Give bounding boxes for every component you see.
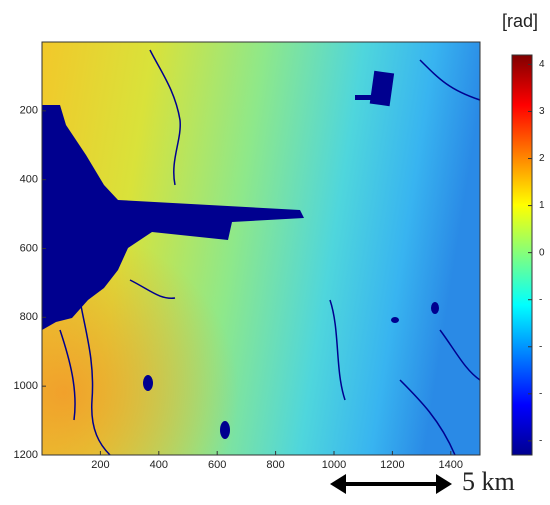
x-tick-label: 200 xyxy=(91,459,109,471)
y-tick-label: 1200 xyxy=(14,449,38,461)
x-tick-label: 1400 xyxy=(439,459,463,471)
colorbar-tick-label: - xyxy=(539,294,542,305)
x-tick-label: 1000 xyxy=(322,459,346,471)
scale-bar-label: 5 km xyxy=(462,467,515,496)
colorbar-label: [rad] xyxy=(502,11,538,31)
x-tick-label: 400 xyxy=(150,459,168,471)
scale-bar xyxy=(330,474,452,494)
y-tick-label: 800 xyxy=(20,311,38,323)
x-tick-label: 600 xyxy=(208,459,226,471)
colorbar-tick-label: 0 xyxy=(539,247,545,258)
colorbar xyxy=(512,55,532,455)
colorbar-tick-label: - xyxy=(539,436,542,447)
colorbar-tick-label: - xyxy=(539,388,542,399)
colorbar-tick-label: 4 xyxy=(539,59,545,70)
colorbar-tick-label: - xyxy=(539,341,542,352)
colorbar-tick-label: 2 xyxy=(539,153,545,164)
figure: [rad] 5 km 20040060080010001200140020040… xyxy=(0,0,550,505)
colorbar-tick-label: 3 xyxy=(539,106,545,117)
y-tick-label: 400 xyxy=(20,174,38,186)
heatmap xyxy=(42,42,480,455)
y-tick-label: 600 xyxy=(20,242,38,254)
colorbar-tick-label: 1 xyxy=(539,200,545,211)
x-tick-label: 1200 xyxy=(380,459,404,471)
y-tick-label: 200 xyxy=(20,105,38,117)
y-tick-label: 1000 xyxy=(14,380,38,392)
x-tick-label: 800 xyxy=(266,459,284,471)
